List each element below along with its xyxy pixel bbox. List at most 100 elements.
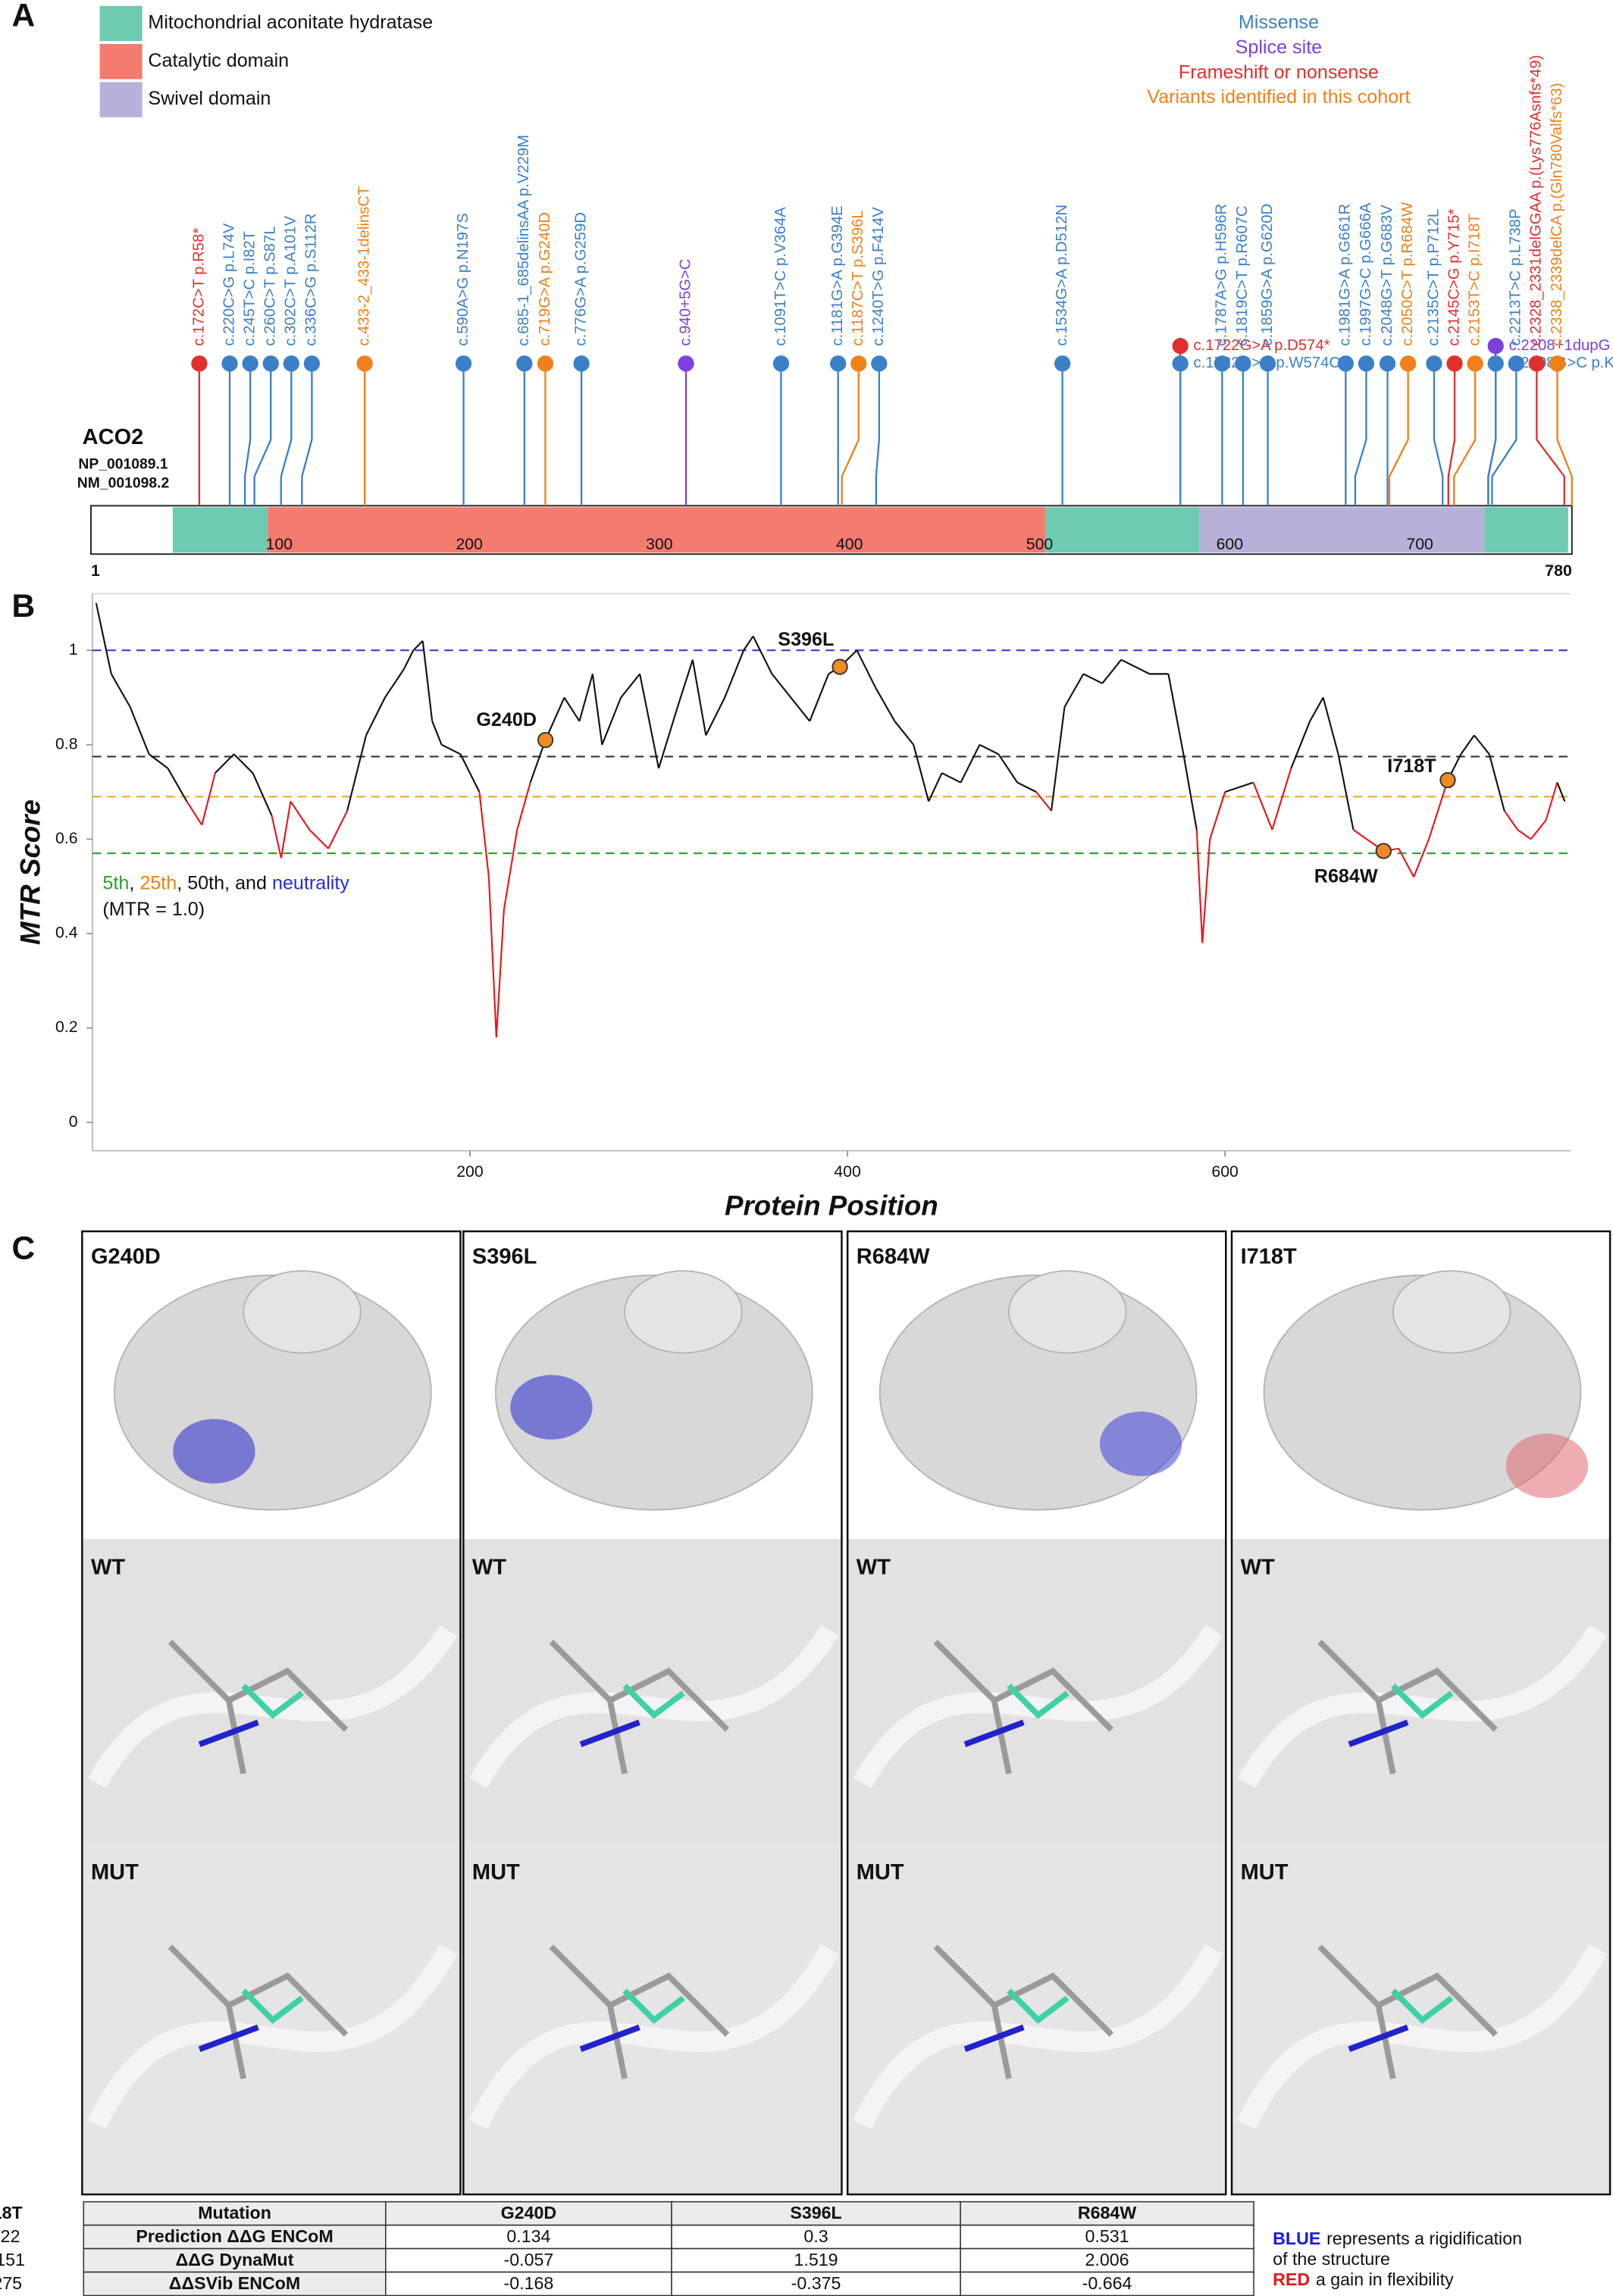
variant-stem (301, 363, 313, 506)
variant-stem (1491, 363, 1517, 506)
legend-label: Catalytic domain (148, 50, 289, 71)
variant-label: c.2208+1dupG (1509, 337, 1611, 354)
residue (622, 1988, 685, 2024)
mtr-line-segment (979, 743, 999, 755)
table-header: I718T (0, 2203, 23, 2222)
variant-label: c.776G>A p.G259D (572, 212, 589, 346)
mtr-line-segment (516, 782, 531, 831)
mtr-line-segment (691, 659, 707, 736)
mtr-line-segment (1413, 839, 1430, 877)
variant-label: c.1091T>C p.V364A (772, 207, 789, 346)
domain (1199, 507, 1485, 553)
y-tick-label: 0.6 (55, 829, 78, 847)
sticks (1317, 1639, 1498, 1775)
panel-label: B (12, 588, 36, 624)
legend-part: , (129, 872, 139, 893)
position-tick-label: 500 (1026, 535, 1053, 553)
note: of the structure (1273, 2249, 1390, 2269)
variant-label: c.2153T>C p.I718T (1466, 214, 1483, 346)
table-cell-text: 0.275 (0, 2273, 22, 2293)
ribbon (87, 1944, 458, 2129)
mtr-line-segment (1016, 781, 1037, 793)
variant-point (1439, 771, 1456, 789)
panel-border (81, 1230, 462, 2196)
y-tick-label: 0.4 (55, 924, 78, 942)
domain (1484, 507, 1568, 553)
variant-stem (1433, 363, 1444, 506)
variant-point (832, 658, 848, 675)
y-tick-label: 1 (69, 640, 78, 658)
variant-head (871, 355, 888, 372)
table-header: R684W (1078, 2203, 1136, 2222)
variant-stem (1354, 363, 1367, 506)
mtr-line-segment (1050, 706, 1066, 812)
panel-label: C (12, 1230, 36, 1266)
variant-label: c.685-1_685delinsAA p.V229M (515, 135, 532, 346)
mtr-line-segment (402, 649, 415, 670)
domain (268, 507, 1046, 553)
variant-label: c.172C>T p.R58* (190, 228, 207, 346)
structure-highlight (1505, 1433, 1589, 1499)
position-tick-label: 780 (1545, 561, 1571, 580)
note-red: RED (1273, 2269, 1310, 2289)
mtr-line-segment (503, 829, 518, 911)
legend-swatch (99, 5, 143, 42)
protein-id: NP_001089.1 (78, 455, 168, 472)
variant-label: c.260C>T p.S87L (262, 226, 279, 346)
ribbon (853, 1944, 1223, 2129)
table-cell-text: ΔΔSVib ENCoM (169, 2273, 300, 2293)
variant-head (1337, 355, 1354, 372)
mtr-line-segment (129, 706, 150, 755)
bonds (963, 1719, 1025, 1747)
mtr-line-segment (1252, 782, 1273, 831)
variant-head (1259, 355, 1276, 372)
mtr-line-segment (1517, 829, 1532, 840)
structure-highlight (173, 1419, 255, 1484)
mtr-line-segment (998, 753, 1019, 784)
variant-head (262, 355, 279, 372)
table-cell (671, 2248, 961, 2273)
residue (1007, 1683, 1070, 1719)
table-cell-text: ΔΔG DynaMut (176, 2250, 294, 2269)
mtr-line-segment (913, 744, 930, 802)
mtr-line-segment (215, 753, 235, 774)
table-cell-text: 0.531 (1085, 2226, 1129, 2246)
x-axis-title: Protein Position (725, 1190, 938, 1222)
mut-label: MUT (1241, 1860, 1289, 1885)
variant-head (1172, 355, 1189, 372)
variant-stem (253, 363, 272, 506)
variant-point (1375, 843, 1392, 859)
variant-head (242, 355, 258, 372)
variant-stem (841, 363, 860, 506)
mtr-line-segment (1488, 754, 1505, 812)
variant-head (1487, 337, 1504, 355)
mtr-line-segment (233, 753, 254, 774)
variant-label: c.1997G>C p.G666A (1358, 202, 1374, 346)
ribbon (468, 1944, 839, 2129)
structure-title: R684W (857, 1244, 930, 1268)
mtr-line-segment (639, 674, 660, 769)
position-tick-label: 600 (1217, 535, 1243, 553)
variant-stem (875, 363, 880, 506)
x-tick-label: 200 (456, 1162, 483, 1181)
domain (172, 507, 268, 553)
sticks (168, 1639, 349, 1775)
variant-label: c.1240T>G p.F414V (870, 207, 887, 346)
variant-point-label: I718T (1387, 755, 1436, 777)
variant-label: c.2213T>C p.L738P (1508, 208, 1524, 346)
mtr-line-segment (752, 636, 773, 674)
mtr-line-segment (148, 753, 169, 769)
sticks (933, 1944, 1114, 2079)
mtr-line-segment (1556, 782, 1566, 802)
mtr-line-segment (1224, 781, 1254, 793)
table-cell (960, 2248, 1254, 2273)
mtr-line-segment (1309, 697, 1324, 722)
mtr-line-segment (1167, 674, 1185, 755)
mtr-line-segment (809, 673, 830, 722)
residue (1007, 1988, 1070, 2024)
wt-label: WT (472, 1556, 506, 1580)
protein-id: NM_001098.2 (77, 474, 169, 491)
mtr-line-segment (110, 673, 131, 708)
